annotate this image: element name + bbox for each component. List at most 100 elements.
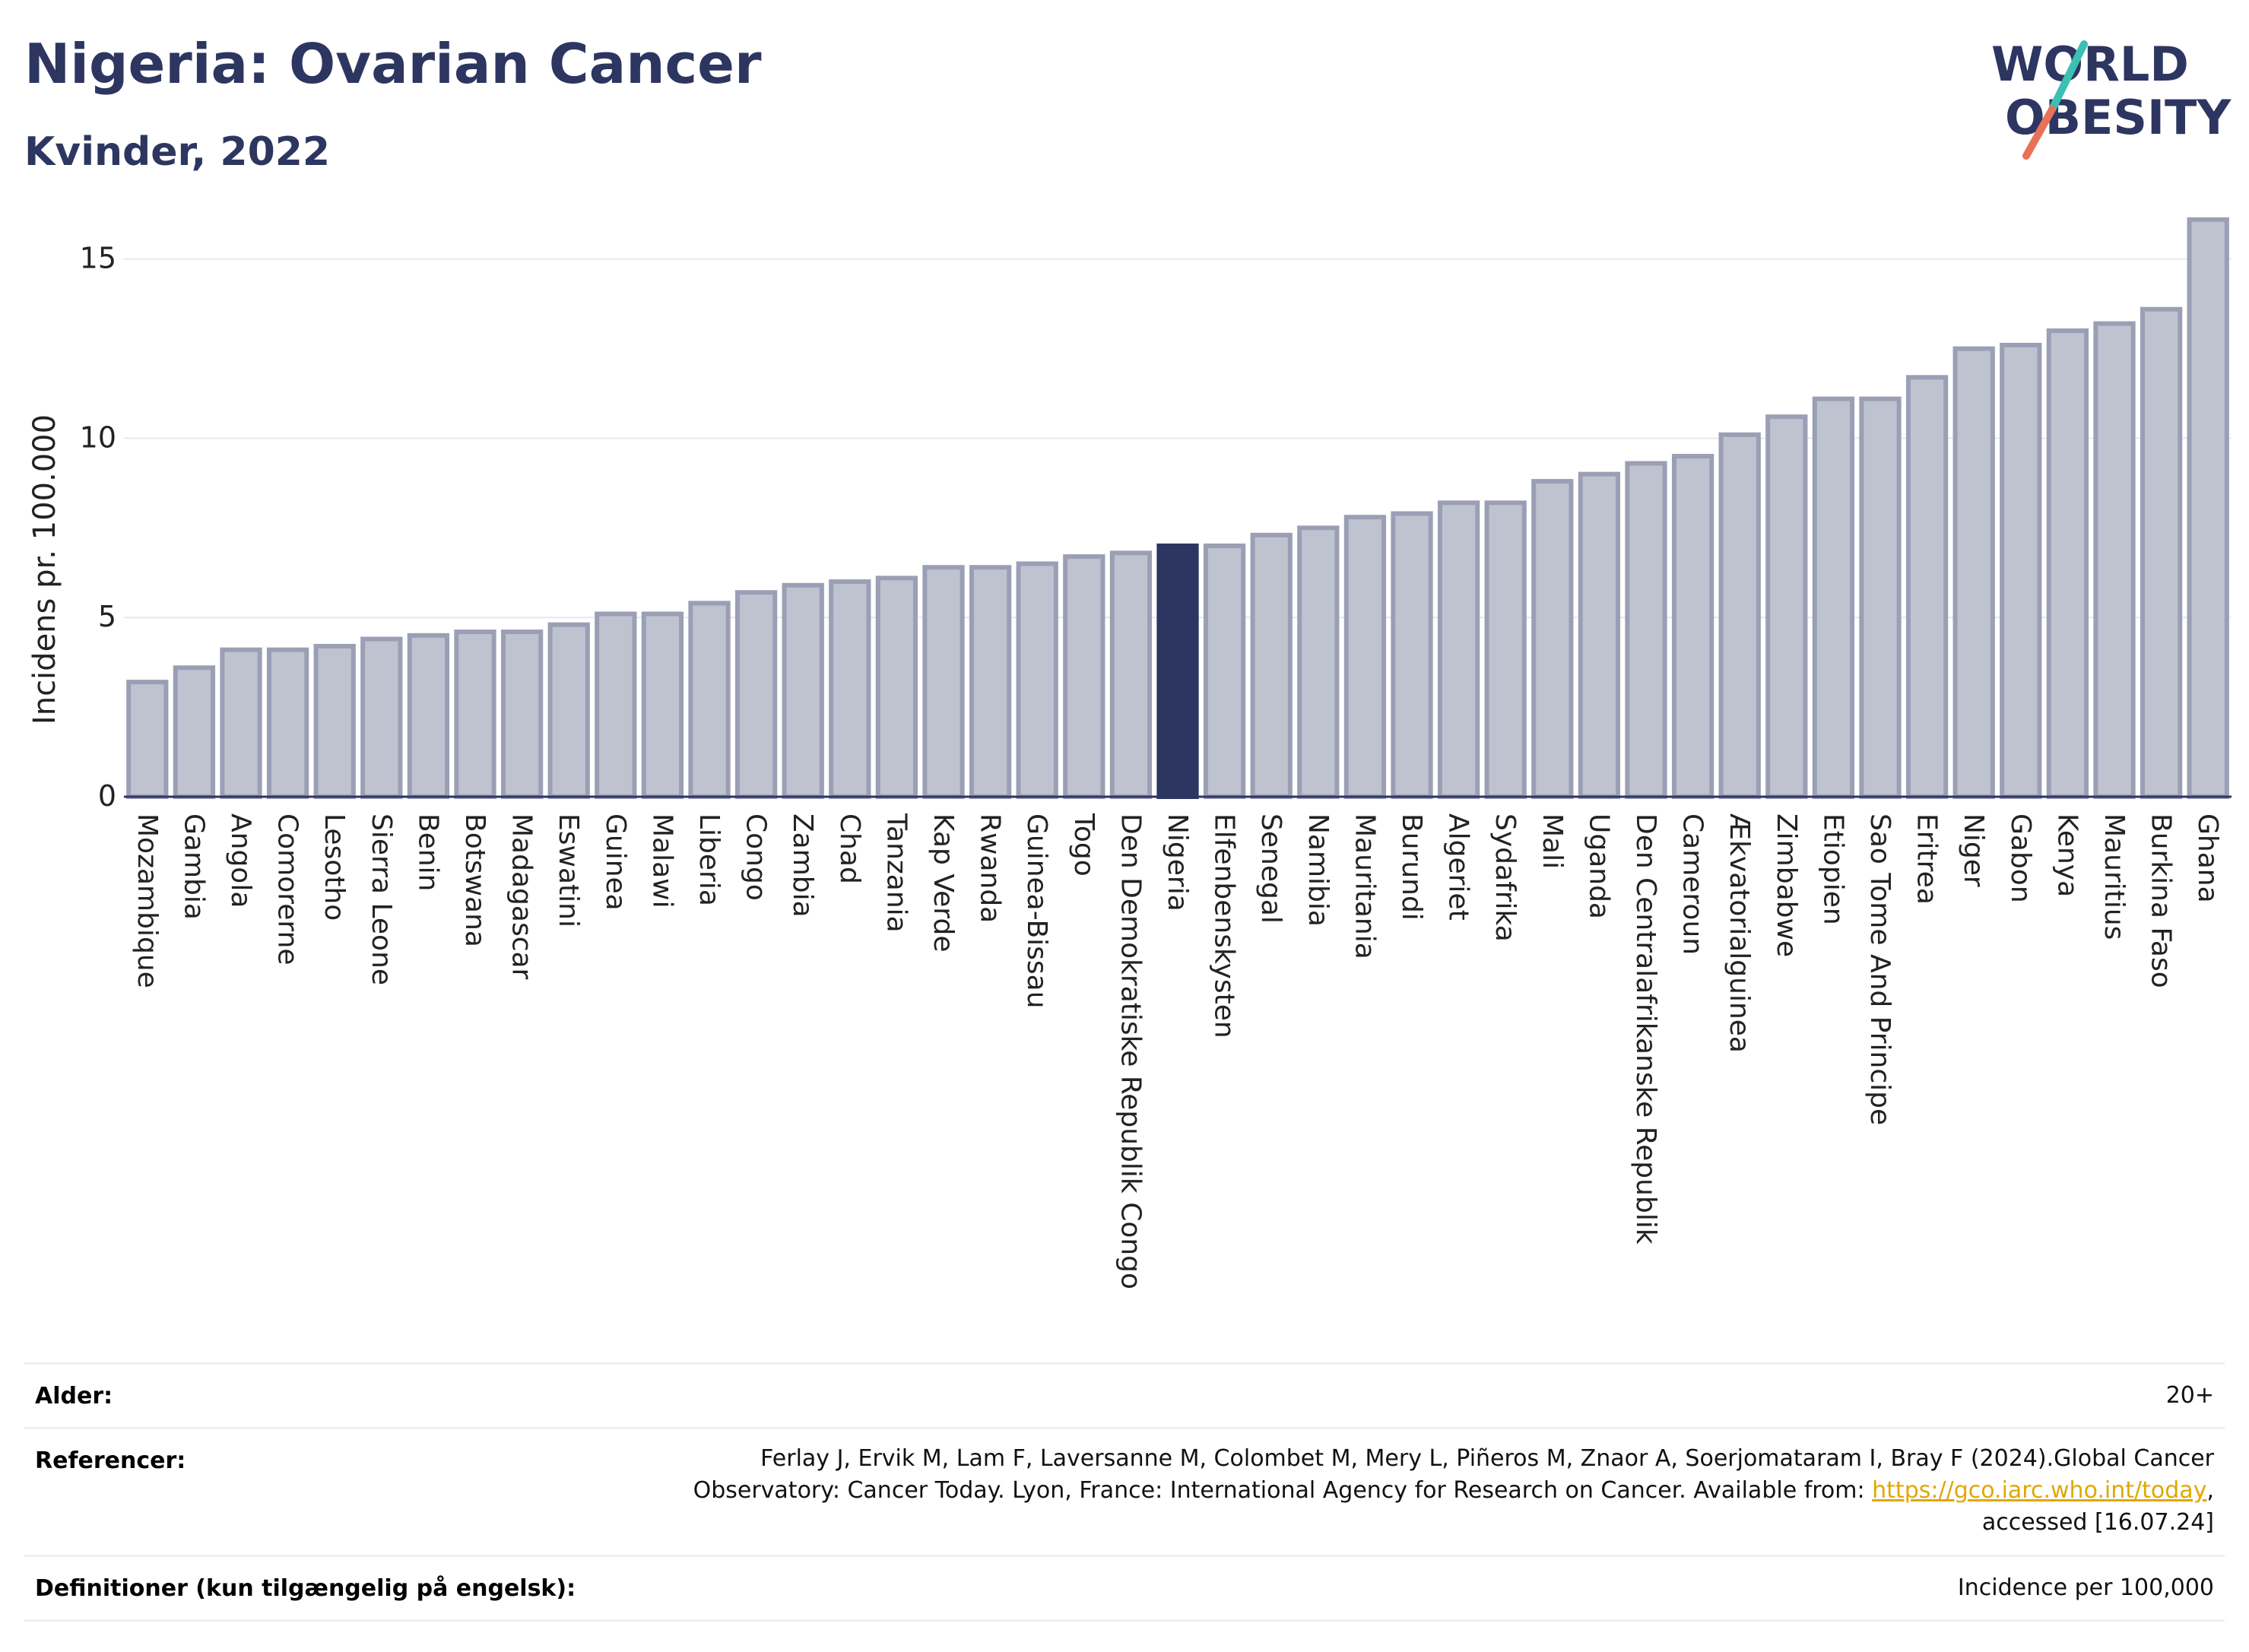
x-tick-label: Eswatini bbox=[553, 813, 584, 927]
bar-chart: 0 5 10 15 Incidens pr. 100.000 Mozambique Gamb… bbox=[27, 217, 2232, 1289]
x-tick-label: Botswana bbox=[459, 813, 490, 947]
bar-28 bbox=[1437, 500, 1480, 799]
bar-41 bbox=[2046, 328, 2089, 800]
x-tick-label: Den Centralafrikanske Republik bbox=[1630, 813, 1661, 1245]
x-tick-label: Tanzania bbox=[880, 813, 912, 933]
x-tick-label: Mali bbox=[1537, 813, 1568, 869]
bar-6 bbox=[407, 633, 450, 799]
x-tick-label: Sydafrika bbox=[1489, 813, 1521, 942]
bar-12 bbox=[688, 601, 731, 800]
references-line-2-text: Observatory: Cancer Today. Lyon, France:… bbox=[693, 1477, 1873, 1504]
y-tick-label: 10 bbox=[80, 420, 116, 454]
bar-14 bbox=[782, 582, 824, 799]
y-axis-label: Incidens pr. 100.000 bbox=[27, 414, 62, 725]
x-tick-label: Mauritius bbox=[2098, 813, 2130, 940]
bar-5 bbox=[360, 636, 403, 799]
references-line-2-end: , bbox=[2206, 1477, 2214, 1504]
world-obesity-logo: WORLD OBESITY bbox=[1991, 36, 2232, 160]
x-tick-label: Kap Verde bbox=[928, 813, 959, 952]
bar-10 bbox=[595, 611, 637, 800]
bar-22 bbox=[1156, 543, 1199, 799]
x-tick-label: Comorerne bbox=[272, 813, 303, 966]
x-tick-label: Guinea-Bissau bbox=[1021, 813, 1052, 1009]
y-tick-label: 15 bbox=[80, 242, 116, 275]
x-tick-label: Burundi bbox=[1396, 813, 1427, 921]
y-tick-label: 0 bbox=[98, 779, 116, 813]
x-tick-label: Congo bbox=[741, 813, 772, 901]
x-tick-label: Togo bbox=[1068, 813, 1099, 877]
bar-43 bbox=[2140, 306, 2183, 800]
x-tick-label: Zambia bbox=[787, 813, 818, 918]
bar-2 bbox=[220, 647, 262, 799]
meta-row-references: Referencer: Ferlay J, Ervik M, Lam F, La… bbox=[24, 1429, 2225, 1557]
page-title: Nigeria: Ovarian Cancer bbox=[24, 32, 762, 96]
x-tick-label: Rwanda bbox=[975, 813, 1006, 923]
bar-27 bbox=[1391, 511, 1433, 799]
bar-18 bbox=[969, 565, 1012, 799]
x-tick-label: Malawi bbox=[646, 813, 677, 908]
bar-3 bbox=[266, 647, 309, 799]
logo-slash-teal bbox=[2048, 40, 2088, 113]
x-tick-label: Uganda bbox=[1583, 813, 1614, 919]
bar-13 bbox=[734, 590, 778, 799]
bar-31 bbox=[1578, 471, 1621, 799]
references-label: Referencer: bbox=[35, 1447, 186, 1474]
references-line-2: Observatory: Cancer Today. Lyon, France:… bbox=[693, 1475, 2214, 1507]
meta-row-definitions: Definitioner (kun tilgængelig på engelsk… bbox=[24, 1557, 2225, 1622]
bar-35 bbox=[1765, 414, 1808, 799]
x-tick-label: Cameroun bbox=[1677, 813, 1708, 955]
references-line-1: Ferlay J, Ervik M, Lam F, Laversanne M, … bbox=[760, 1445, 2214, 1472]
bar-33 bbox=[1671, 454, 1715, 799]
references-text: Ferlay J, Ervik M, Lam F, Laversanne M, … bbox=[693, 1443, 2214, 1539]
age-label: Alder: bbox=[35, 1383, 113, 1409]
x-tick-label: Eritrea bbox=[1911, 813, 1943, 905]
bar-25 bbox=[1297, 525, 1340, 799]
definitions-value: Incidence per 100,000 bbox=[1957, 1574, 2214, 1601]
age-value: 20+ bbox=[2165, 1382, 2214, 1409]
logo-slash-coral bbox=[2022, 106, 2056, 160]
x-tick-label: Nigeria bbox=[1162, 813, 1193, 912]
x-tick-label: Mauritania bbox=[1349, 813, 1380, 959]
x-tick-label: Benin bbox=[412, 813, 443, 891]
y-tick-label: 5 bbox=[98, 600, 116, 633]
bar-39 bbox=[1952, 346, 1995, 799]
page-subtitle: Kvinder, 2022 bbox=[24, 129, 331, 175]
meta-row-age: Alder: 20+ bbox=[24, 1365, 2225, 1429]
bar-1 bbox=[173, 665, 216, 799]
bar-16 bbox=[875, 576, 918, 799]
bar-15 bbox=[829, 579, 871, 799]
x-tick-label: Sierra Leone bbox=[366, 813, 397, 985]
x-tick-label: Sao Tome And Principe bbox=[1864, 813, 1895, 1125]
logo-line1: WORLD bbox=[1991, 36, 2189, 92]
x-tick-label: Mozambique bbox=[132, 813, 163, 988]
bar-24 bbox=[1250, 532, 1293, 799]
x-tick-label: Liberia bbox=[693, 813, 725, 906]
bar-11 bbox=[641, 611, 684, 800]
x-tick-label: Etiopien bbox=[1817, 813, 1848, 925]
logo-line2: OBESITY bbox=[2005, 90, 2232, 145]
bar-37 bbox=[1859, 396, 1902, 800]
bar-9 bbox=[547, 622, 590, 799]
metadata-table: Alder: 20+ Referencer: Ferlay J, Ervik M… bbox=[24, 1362, 2225, 1622]
bar-30 bbox=[1531, 479, 1574, 799]
references-line-3: accessed [16.07.24] bbox=[1981, 1509, 2214, 1536]
bar-38 bbox=[1905, 375, 1949, 799]
x-tick-label: Madagascar bbox=[506, 813, 538, 980]
bar-0 bbox=[126, 680, 169, 800]
x-tick-label: Namibia bbox=[1302, 813, 1334, 927]
x-tick-label: Burkina Faso bbox=[2146, 813, 2177, 988]
x-tick-label: Chad bbox=[834, 813, 865, 884]
references-link[interactable]: https://gco.iarc.who.int/today bbox=[1872, 1477, 2207, 1504]
x-tick-label: Zimbabwe bbox=[1771, 813, 1802, 957]
x-tick-label: Gabon bbox=[2005, 813, 2036, 903]
x-tick-label: Gambia bbox=[178, 813, 209, 920]
x-tick-label: Niger bbox=[1958, 813, 1989, 887]
bar-23 bbox=[1203, 543, 1246, 799]
bar-44 bbox=[2187, 217, 2229, 800]
bar-21 bbox=[1109, 550, 1153, 799]
x-tick-label: Angola bbox=[225, 813, 256, 908]
bar-4 bbox=[313, 643, 356, 799]
x-tick-label: Senegal bbox=[1255, 813, 1286, 924]
x-tick-label: Ghana bbox=[2192, 813, 2223, 903]
bar-20 bbox=[1063, 554, 1105, 799]
